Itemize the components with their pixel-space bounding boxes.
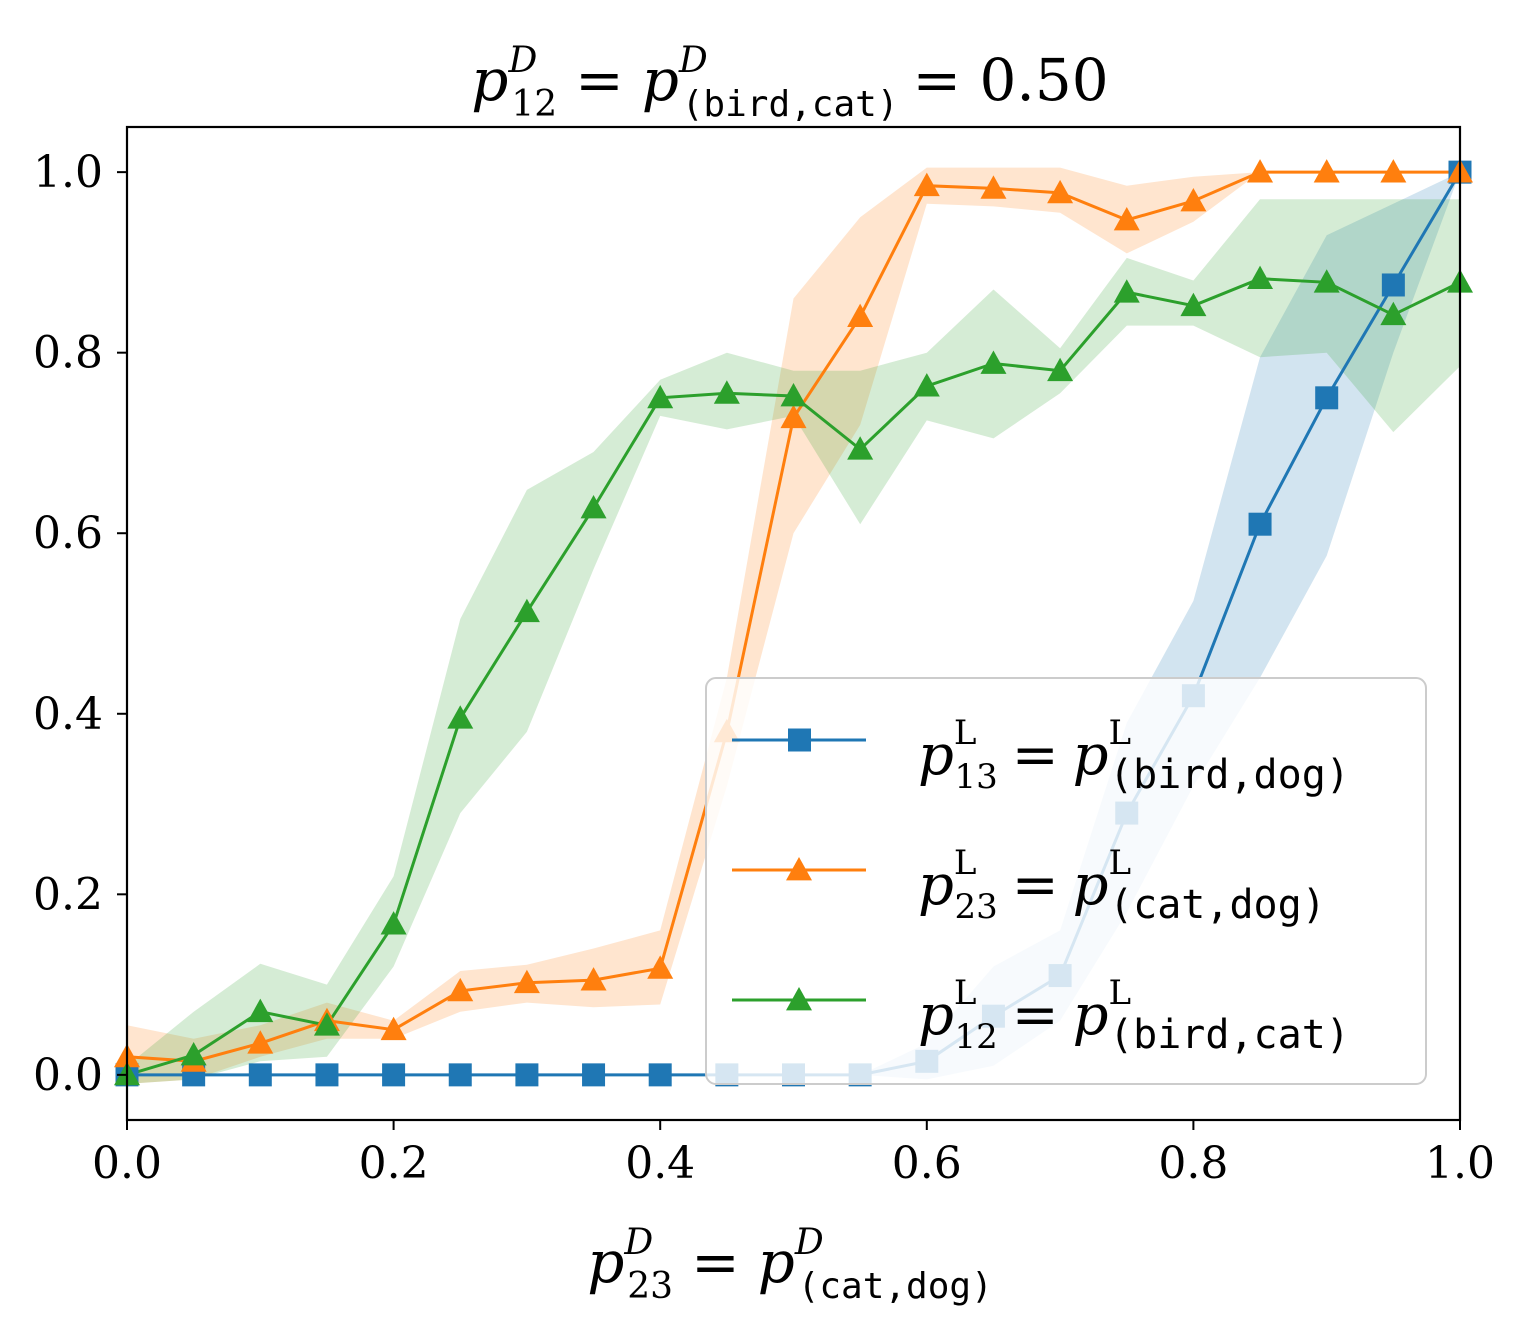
point-series-3 — [1313, 269, 1340, 293]
point-series-1 — [1315, 386, 1339, 410]
legend-item-2: pL 23 = pL (cat,dog) — [732, 843, 1326, 928]
point-series-3 — [1247, 265, 1274, 290]
xlabel-sub-1: 23 — [627, 1266, 673, 1307]
point-series-1 — [448, 1063, 472, 1087]
legend-marker — [786, 857, 812, 881]
legend-marker — [788, 728, 811, 752]
point-series-3 — [913, 373, 940, 397]
legend-marker — [786, 987, 812, 1011]
point-series-3 — [1180, 292, 1207, 317]
x-tick-label: 0.8 — [1158, 1138, 1228, 1189]
point-series-3 — [247, 998, 274, 1023]
xlabel-sup-1: D — [623, 1222, 653, 1263]
title-sup-2: D — [678, 40, 708, 81]
xlabel-sup-2: D — [794, 1222, 824, 1263]
y-tick-label: 1.0 — [33, 147, 103, 198]
point-series-3 — [580, 494, 607, 519]
point-series-3 — [313, 1012, 340, 1036]
point-series-2 — [1380, 159, 1407, 183]
point-series-2 — [247, 1030, 274, 1054]
point-series-2 — [447, 977, 474, 1002]
legend-label: pL 23 = pL (cat,dog) — [918, 843, 1326, 928]
xlabel-eq: = — [691, 1228, 740, 1296]
point-series-1 — [382, 1063, 406, 1087]
x-axis-label: pD 23 = pD (cat,dog) — [587, 1222, 993, 1307]
y-tick-label: 0.6 — [33, 508, 103, 559]
legend-item-3: pL 12 = pL (bird,cat) — [732, 973, 1350, 1058]
point-series-2 — [647, 955, 674, 979]
point-series-1 — [315, 1063, 339, 1087]
point-series-3 — [1113, 279, 1140, 303]
x-ticks: 0.0 0.2 0.4 0.6 0.8 1.0 — [92, 1120, 1495, 1189]
point-series-2 — [513, 969, 540, 994]
point-series-2 — [380, 1016, 407, 1041]
y-tick-label: 0.4 — [33, 689, 103, 740]
x-tick-label: 0.0 — [92, 1138, 162, 1189]
x-tick-label: 1.0 — [1425, 1138, 1495, 1189]
band-series-2 — [127, 167, 1460, 1084]
y-tick-label: 0.8 — [33, 328, 103, 379]
point-series-3 — [780, 383, 807, 407]
xlabel-sub-2: (cat,dog) — [798, 1266, 993, 1307]
legend-label: pL 13 = pL (bird,dog) — [918, 713, 1350, 798]
x-tick-label: 0.4 — [625, 1138, 695, 1189]
y-tick-label: 0.0 — [33, 1050, 103, 1101]
point-series-2 — [1180, 188, 1207, 212]
title-sub-1: 12 — [511, 84, 557, 125]
point-series-2 — [847, 303, 874, 327]
y-ticks: 0.0 0.2 0.4 0.6 0.8 1.0 — [33, 147, 127, 1101]
title-sub-2: (bird,cat) — [682, 84, 899, 125]
point-series-1 — [1381, 273, 1405, 297]
legend-label: pL 12 = pL (bird,cat) — [918, 973, 1350, 1058]
point-series-1 — [1248, 512, 1272, 536]
y-tick-label: 0.2 — [33, 869, 103, 920]
point-series-2 — [1313, 159, 1340, 183]
point-series-3 — [180, 1042, 207, 1066]
point-series-2 — [1113, 206, 1140, 231]
point-series-3 — [1047, 357, 1074, 382]
point-series-3 — [647, 384, 674, 409]
chart-title: pD 12 = pD (bird,cat) = 0.50 — [471, 40, 1108, 125]
plot-frame — [125, 125, 1462, 1122]
point-series-1 — [648, 1063, 672, 1087]
legend: pL 13 = pL (bird,dog) pL 23 = pL (cat,dog) pL 12 = pL… — [705, 677, 1427, 1085]
point-series-1 — [582, 1063, 606, 1087]
point-series-1 — [248, 1063, 272, 1087]
point-series-3 — [980, 350, 1007, 374]
title-sup-1: D — [507, 40, 537, 81]
point-series-3 — [713, 380, 740, 404]
point-series-1 — [515, 1063, 539, 1087]
point-series-2 — [913, 172, 940, 197]
point-series-2 — [580, 967, 607, 991]
legend-box — [705, 677, 1427, 1085]
point-series-2 — [780, 404, 807, 429]
point-series-3 — [513, 598, 540, 623]
point-series-2 — [1047, 179, 1074, 204]
point-series-2 — [980, 175, 1007, 199]
title-value: = 0.50 — [913, 46, 1109, 114]
point-series-3 — [1380, 301, 1407, 326]
point-series-3 — [847, 436, 874, 460]
x-tick-label: 0.2 — [359, 1138, 429, 1189]
title-eq: = — [575, 46, 624, 114]
point-series-3 — [447, 705, 474, 729]
point-series-2 — [1247, 159, 1274, 183]
x-tick-label: 0.6 — [892, 1138, 962, 1189]
legend-item-1: pL 13 = pL (bird,dog) — [732, 713, 1350, 798]
point-series-3 — [380, 911, 407, 935]
